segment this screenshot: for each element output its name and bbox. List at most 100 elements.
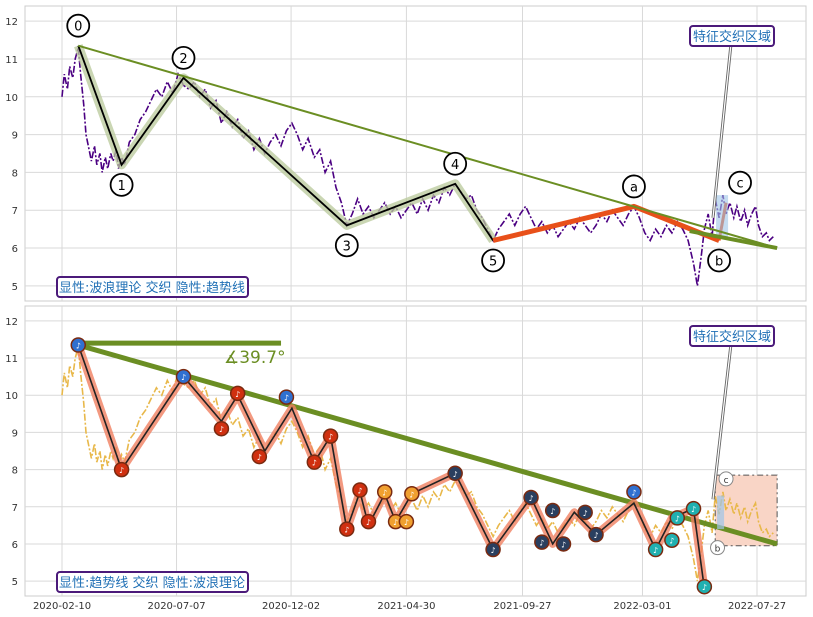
y-tick-label: 7 (12, 206, 18, 217)
annotation-box (689, 25, 775, 47)
note-icon: ♪ (593, 531, 598, 540)
note-icon: ♪ (702, 583, 707, 592)
wave-marker (555, 536, 572, 552)
wave-marker (577, 504, 593, 521)
wave-label-marker (710, 540, 726, 556)
wave-label-text: 4 (451, 158, 459, 173)
note-icon: ♪ (561, 540, 566, 549)
caption-text: 显性:波浪理论 交织 隐性:趋势线 (59, 280, 245, 296)
note-icon: ♪ (675, 514, 680, 523)
note-icon: ♪ (328, 433, 333, 442)
note-icon: ♪ (453, 470, 458, 479)
wave-marker (213, 420, 230, 437)
note-icon: ♪ (257, 453, 262, 462)
note-icon: ♪ (669, 537, 674, 546)
angle-label: ∡39.7° (224, 348, 286, 368)
y-tick-label: 6 (12, 540, 18, 551)
wave-marker (352, 482, 368, 498)
wave-marker (398, 513, 415, 530)
wave-label-text: 1 (117, 179, 125, 194)
annotation-pointer-inner (712, 343, 732, 500)
note-icon: ♪ (366, 518, 371, 527)
wave-label-text: 0 (74, 20, 82, 35)
y-tick-label: 11 (5, 354, 18, 365)
annotation-pointer-inner (712, 43, 732, 218)
wave-label-text: b (715, 254, 723, 269)
y-tick-label: 6 (12, 244, 18, 255)
trendline (77, 342, 778, 547)
note-icon: ♪ (119, 466, 124, 475)
caption-text: 显性:趋势线 交织 隐性:波浪理论 (59, 575, 245, 591)
bottom-panel: 5 6 7 8 9 10 11 12 ∡39.7° ♪ ♪ ♪ ♪ ♪ ♪ ♪ ♪ ♪ ♪ ♪ ♪ ♪ ♪ ♪ ♪ ♪ ♪ ♪ ♪ ♪ ♪ ♪… (5, 305, 807, 597)
note-icon: ♪ (631, 488, 636, 497)
wave-marker (485, 541, 501, 558)
trendline (77, 44, 778, 250)
y-tick-label: 10 (5, 391, 18, 402)
note-icon: ♪ (284, 394, 289, 403)
caption-box (56, 276, 249, 298)
y-tick-label: 9 (12, 131, 18, 142)
y-tick-label: 9 (12, 428, 18, 439)
wave-label-text: c (736, 177, 743, 192)
wave-marker (360, 513, 377, 530)
wave-marker (306, 454, 323, 470)
wave-marker (534, 534, 550, 550)
x-tick-label: 2021-09-27 (493, 601, 551, 612)
note-icon: ♪ (539, 539, 544, 548)
x-tick-label: 2022-07-27 (728, 601, 786, 612)
y-tick-label: 12 (5, 317, 18, 328)
note-icon: ♪ (235, 390, 240, 399)
wave-marker (175, 368, 192, 385)
wave-c-highlight (716, 195, 729, 237)
note-icon: ♪ (357, 487, 362, 496)
wave-c-highlight (717, 495, 725, 530)
y-tick-label: 8 (12, 168, 18, 179)
note-icon: ♪ (409, 490, 414, 499)
wave-label-marker (109, 172, 134, 197)
y-tick-label: 12 (5, 17, 18, 28)
wave-label-marker (481, 248, 505, 273)
annotation-box (689, 325, 775, 347)
note-icon: ♪ (181, 373, 186, 382)
wave-label-marker (707, 248, 731, 273)
note-icon: ♪ (382, 488, 387, 497)
note-icon: ♪ (653, 546, 658, 555)
wave-marker (278, 389, 295, 405)
note-icon: ♪ (528, 494, 533, 503)
wave-label-text: 2 (179, 52, 187, 67)
wave-marker (229, 385, 246, 402)
y-tick-label: 11 (5, 55, 18, 66)
note-icon: ♪ (76, 342, 81, 351)
wave-label-text: b (715, 545, 721, 555)
wave-label-marker (334, 233, 359, 258)
y-tick-label: 10 (5, 93, 18, 104)
wave-label-marker (622, 174, 646, 199)
wave-label-marker (66, 13, 91, 38)
plot-area (24, 5, 807, 302)
wave-marker (113, 461, 130, 478)
wave-marker (376, 484, 393, 500)
x-tick-label: 2022-03-01 (613, 601, 671, 612)
wave-marker (685, 500, 702, 517)
wave-marker (669, 510, 686, 526)
plot-area (24, 305, 807, 597)
wave-path (77, 344, 706, 589)
y-tick-label: 5 (12, 577, 18, 588)
annotation-box-text: 特征交织区域 (693, 29, 771, 45)
note-icon: ♪ (393, 518, 398, 527)
y-tick-label: 8 (12, 466, 18, 477)
x-tick-label: 2020-07-07 (147, 601, 205, 612)
wave-label-text: c (724, 476, 729, 486)
wave-marker (696, 578, 713, 595)
note-icon: ♪ (691, 505, 696, 514)
wave-marker (626, 484, 642, 500)
wave-marker (447, 465, 463, 482)
wave-label-marker (718, 471, 734, 487)
wave-marker (251, 448, 268, 465)
note-icon: ♪ (583, 509, 588, 518)
note-icon: ♪ (404, 518, 409, 527)
note-icon: ♪ (344, 526, 349, 535)
note-icon: ♪ (219, 425, 224, 434)
caption-box (56, 571, 249, 593)
